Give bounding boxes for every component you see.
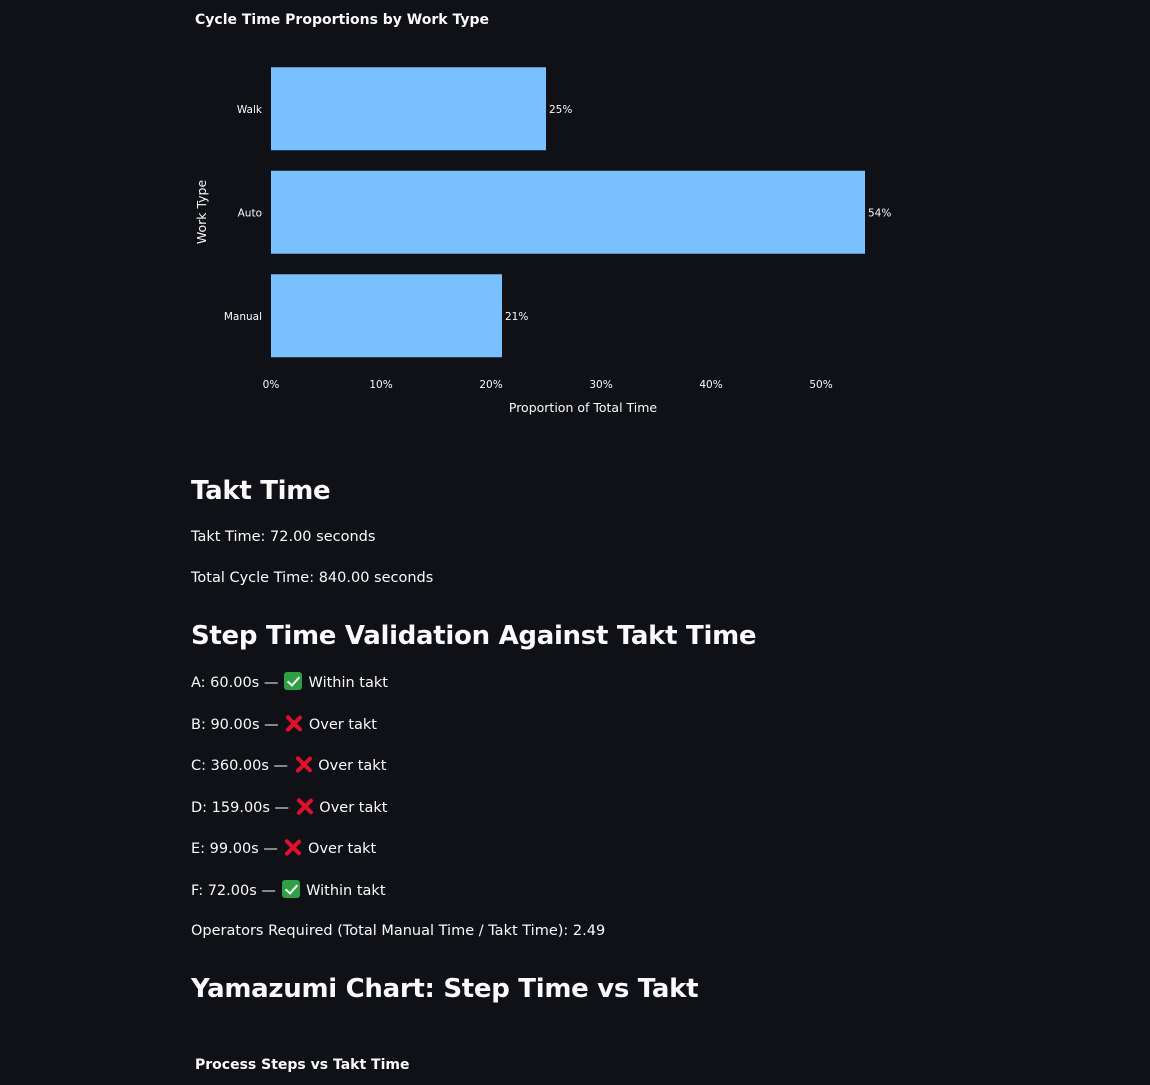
x-tick-label: 20% <box>479 379 502 391</box>
cross-mark-icon <box>283 838 301 856</box>
validation-section: Step Time Validation Against Takt Time A… <box>191 621 951 951</box>
y-tick-label: Manual <box>224 311 262 323</box>
step-time: F: 72.00s — <box>191 883 281 899</box>
operators-required-line: Operators Required (Total Manual Time / … <box>191 923 606 939</box>
bar-value-label: 21% <box>505 311 528 323</box>
step-row: B: 90.00s — Over takt <box>191 714 377 735</box>
yamazumi-chart-title: Process Steps vs Takt Time <box>195 1057 410 1073</box>
bar-manual <box>271 274 502 358</box>
x-tick-label: 40% <box>699 379 722 391</box>
step-status: Within takt <box>301 883 386 899</box>
step-row: A: 60.00s — Within takt <box>191 672 388 693</box>
x-tick-label: 0% <box>263 379 280 391</box>
yamazumi-section: Yamazumi Chart: Step Time vs Takt <box>191 974 951 1004</box>
x-tick-label: 10% <box>369 379 392 391</box>
yamazumi-heading: Yamazumi Chart: Step Time vs Takt <box>191 974 699 1004</box>
y-tick-label: Auto <box>238 207 262 219</box>
x-tick-label: 30% <box>589 379 612 391</box>
x-tick-label: 50% <box>809 379 832 391</box>
x-axis-label: Proportion of Total Time <box>509 400 658 415</box>
check-mark-icon <box>281 880 300 898</box>
takt-heading: Takt Time <box>191 476 331 506</box>
y-axis-label: Work Type <box>194 180 209 245</box>
work-type-bar-chart: 25% Walk 54% Auto 21% Manual 0% 10% 20% 30% 40% 50%… <box>194 67 891 415</box>
cross-mark-icon <box>284 714 302 732</box>
step-status: Within takt <box>303 675 388 691</box>
validation-heading: Step Time Validation Against Takt Time <box>191 621 757 651</box>
step-row: E: 99.00s — Over takt <box>191 838 376 859</box>
cycle-time-line: Total Cycle Time: 840.00 seconds <box>191 570 434 586</box>
step-row: C: 360.00s — Over takt <box>191 755 386 776</box>
step-status: Over takt <box>304 716 377 733</box>
takt-section: Takt Time Takt Time: 72.00 seconds Total… <box>191 476 951 596</box>
check-mark-icon <box>283 672 302 690</box>
takt-time-line: Takt Time: 72.00 seconds <box>191 529 376 545</box>
step-time: A: 60.00s — <box>191 675 283 691</box>
step-status: Over takt <box>314 799 388 816</box>
cross-mark-icon <box>294 755 312 773</box>
cross-mark-icon <box>295 797 313 815</box>
step-time: E: 99.00s — <box>191 841 283 858</box>
step-status: Over takt <box>303 841 377 858</box>
bar-walk <box>271 67 546 151</box>
step-row: D: 159.00s — Over takt <box>191 797 387 818</box>
bar-value-label: 54% <box>868 207 891 219</box>
step-time: B: 90.00s — <box>191 716 284 733</box>
step-status: Over takt <box>313 758 387 775</box>
step-time: C: 360.00s — <box>191 758 293 775</box>
bar-auto <box>271 170 865 254</box>
chart-title: Cycle Time Proportions by Work Type <box>195 12 489 28</box>
step-row: F: 72.00s — Within takt <box>191 880 386 901</box>
y-tick-label: Walk <box>237 104 263 116</box>
step-time: D: 159.00s — <box>191 799 294 816</box>
bar-value-label: 25% <box>549 104 572 116</box>
